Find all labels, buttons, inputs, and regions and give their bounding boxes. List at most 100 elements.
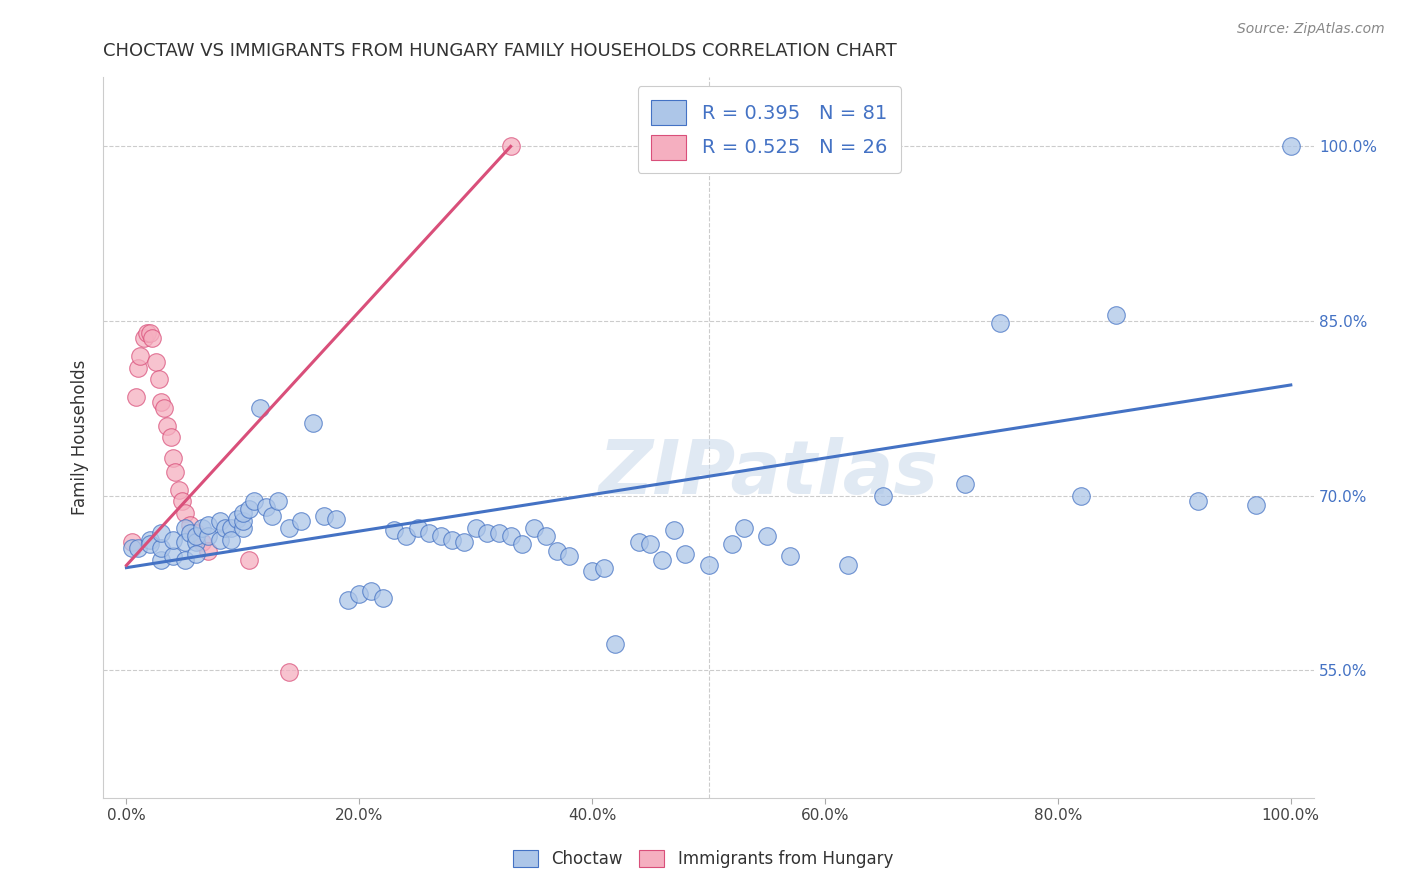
Point bbox=[418, 525, 440, 540]
Point bbox=[173, 552, 195, 566]
Point bbox=[627, 535, 650, 549]
Point bbox=[197, 544, 219, 558]
Point bbox=[488, 525, 510, 540]
Point bbox=[121, 535, 143, 549]
Point bbox=[371, 591, 394, 605]
Point bbox=[733, 521, 755, 535]
Point bbox=[191, 535, 214, 549]
Point bbox=[605, 637, 627, 651]
Point bbox=[546, 544, 568, 558]
Point bbox=[779, 549, 801, 563]
Point bbox=[238, 552, 260, 566]
Point bbox=[186, 547, 208, 561]
Point bbox=[159, 430, 181, 444]
Point bbox=[382, 524, 405, 538]
Point bbox=[150, 525, 173, 540]
Point bbox=[127, 541, 149, 555]
Point bbox=[138, 326, 160, 340]
Point bbox=[325, 512, 347, 526]
Point bbox=[125, 390, 148, 404]
Point bbox=[872, 489, 894, 503]
Point bbox=[581, 564, 603, 578]
Point bbox=[290, 514, 312, 528]
Point bbox=[232, 521, 254, 535]
Point bbox=[336, 593, 359, 607]
Point bbox=[1279, 139, 1302, 153]
Point bbox=[173, 506, 195, 520]
Point bbox=[697, 558, 720, 573]
Point bbox=[430, 529, 453, 543]
Point bbox=[301, 417, 323, 431]
Point bbox=[141, 331, 163, 345]
Point bbox=[278, 665, 301, 680]
Point bbox=[243, 494, 266, 508]
Point bbox=[1244, 498, 1267, 512]
Point bbox=[662, 524, 685, 538]
Point bbox=[121, 541, 143, 555]
Point bbox=[837, 558, 859, 573]
Point bbox=[278, 521, 301, 535]
Point bbox=[172, 494, 194, 508]
Point bbox=[179, 517, 201, 532]
Point bbox=[232, 506, 254, 520]
Point bbox=[260, 509, 283, 524]
Point bbox=[162, 549, 184, 563]
Point bbox=[127, 360, 149, 375]
Y-axis label: Family Households: Family Households bbox=[72, 359, 89, 515]
Point bbox=[499, 529, 522, 543]
Point bbox=[129, 349, 152, 363]
Point bbox=[167, 483, 190, 497]
Legend: Choctaw, Immigrants from Hungary: Choctaw, Immigrants from Hungary bbox=[506, 843, 900, 875]
Point bbox=[232, 514, 254, 528]
Point bbox=[988, 316, 1011, 330]
Point bbox=[267, 494, 290, 508]
Point bbox=[197, 517, 219, 532]
Point bbox=[136, 326, 159, 340]
Point bbox=[226, 512, 249, 526]
Point bbox=[640, 537, 662, 551]
Point bbox=[162, 533, 184, 547]
Point bbox=[132, 331, 155, 345]
Point bbox=[179, 525, 201, 540]
Point bbox=[219, 533, 242, 547]
Point bbox=[314, 509, 336, 524]
Point bbox=[651, 552, 673, 566]
Point bbox=[534, 529, 557, 543]
Point bbox=[219, 521, 242, 535]
Point bbox=[173, 535, 195, 549]
Point bbox=[523, 521, 546, 535]
Point bbox=[953, 476, 976, 491]
Point bbox=[755, 529, 778, 543]
Point bbox=[1187, 494, 1209, 508]
Point bbox=[592, 560, 614, 574]
Point bbox=[191, 521, 214, 535]
Legend: R = 0.395   N = 81, R = 0.525   N = 26: R = 0.395 N = 81, R = 0.525 N = 26 bbox=[637, 87, 901, 173]
Point bbox=[152, 401, 174, 416]
Point bbox=[173, 521, 195, 535]
Text: ZIPatlas: ZIPatlas bbox=[599, 437, 939, 510]
Point bbox=[208, 514, 231, 528]
Point bbox=[148, 372, 170, 386]
Point bbox=[558, 549, 581, 563]
Point bbox=[186, 525, 208, 540]
Point bbox=[477, 525, 499, 540]
Point bbox=[464, 521, 486, 535]
Point bbox=[197, 529, 219, 543]
Point bbox=[150, 541, 173, 555]
Point bbox=[395, 529, 418, 543]
Point bbox=[214, 521, 236, 535]
Point bbox=[1070, 489, 1092, 503]
Point bbox=[162, 451, 184, 466]
Point bbox=[156, 418, 179, 433]
Text: CHOCTAW VS IMMIGRANTS FROM HUNGARY FAMILY HOUSEHOLDS CORRELATION CHART: CHOCTAW VS IMMIGRANTS FROM HUNGARY FAMIL… bbox=[103, 42, 897, 60]
Point bbox=[510, 537, 533, 551]
Point bbox=[208, 533, 231, 547]
Point bbox=[186, 535, 208, 549]
Point bbox=[360, 583, 382, 598]
Point bbox=[138, 533, 160, 547]
Point bbox=[150, 395, 173, 409]
Point bbox=[499, 139, 522, 153]
Point bbox=[186, 529, 208, 543]
Point bbox=[150, 552, 173, 566]
Point bbox=[165, 465, 187, 479]
